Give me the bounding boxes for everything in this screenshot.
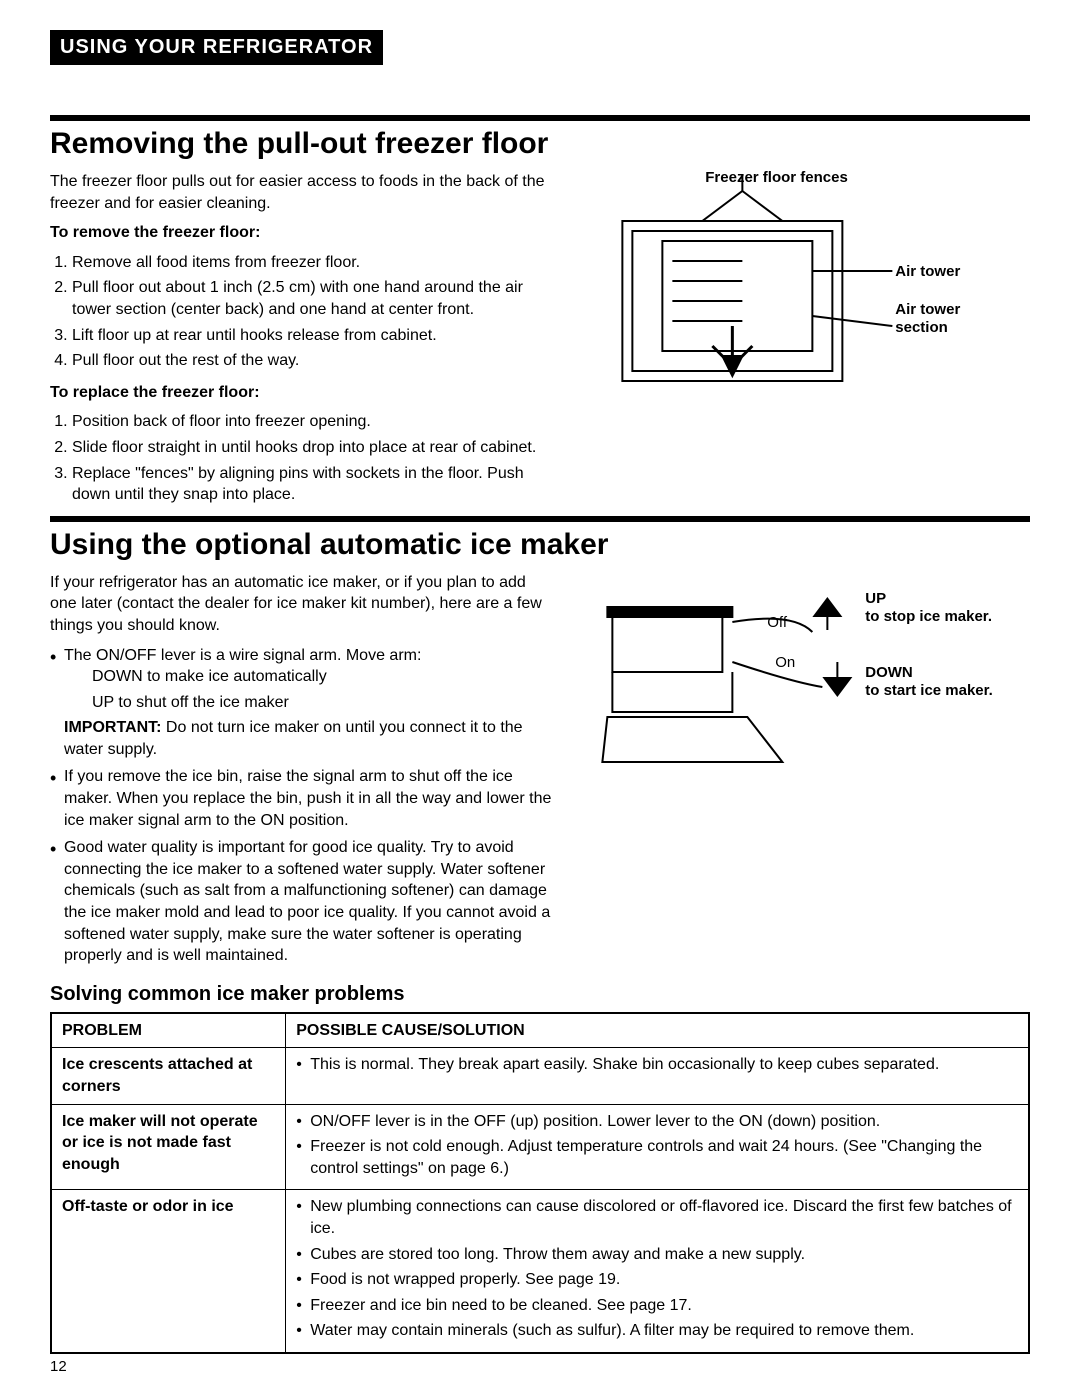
solution-3-1: New plumbing connections can cause disco… (296, 1196, 1018, 1239)
table-col2: POSSIBLE CAUSE/SOLUTION (286, 1013, 1029, 1048)
solving-heading: Solving common ice maker problems (50, 983, 1030, 1006)
table-row: Ice crescents attached at corners This i… (51, 1048, 1029, 1104)
solution-2-2: Freezer is not cold enough. Adjust tempe… (296, 1136, 1018, 1179)
solution-1: This is normal. They break apart easily.… (286, 1048, 1029, 1104)
solution-3: New plumbing connections can cause disco… (286, 1190, 1029, 1353)
replace-heading: To replace the freezer floor: (50, 382, 555, 404)
label-off: Off (767, 614, 787, 632)
section2-body: If your refrigerator has an automatic ic… (50, 572, 1030, 973)
solution-2: ON/OFF lever is in the OFF (up) position… (286, 1104, 1029, 1190)
solution-3-5: Water may contain minerals (such as sulf… (296, 1320, 1018, 1342)
section2-title: Using the optional automatic ice maker (50, 528, 1030, 562)
important-label: IMPORTANT: (64, 719, 161, 736)
label-fences: Freezer floor fences (705, 169, 848, 187)
section1-body: The freezer floor pulls out for easier a… (50, 171, 1030, 516)
bullet-1a: DOWN to make ice automatically (92, 666, 555, 688)
solution-3-2: Cubes are stored too long. Throw them aw… (296, 1244, 1018, 1266)
bullet-1b: UP to shut off the ice maker (92, 692, 555, 714)
section1-title: Removing the pull-out freezer floor (50, 127, 1030, 161)
divider (50, 115, 1030, 121)
solution-3-4: Freezer and ice bin need to be cleaned. … (296, 1295, 1018, 1317)
section2-bullets: The ON/OFF lever is a wire signal arm. M… (50, 645, 555, 967)
label-on: On (775, 654, 795, 672)
remove-step-1: Remove all food items from freezer floor… (72, 254, 360, 271)
ice-maker-diagram: Off On UP to stop ice maker. DOWN to sta… (575, 572, 1030, 792)
problem-1: Ice crescents attached at corners (51, 1048, 286, 1104)
remove-step-2: Pull floor out about 1 inch (2.5 cm) wit… (72, 279, 523, 318)
section1-intro: The freezer floor pulls out for easier a… (50, 171, 555, 214)
label-down: DOWN (865, 664, 913, 681)
problem-2: Ice maker will not operate or ice is not… (51, 1104, 286, 1190)
remove-steps: Remove all food items from freezer floor… (72, 252, 555, 372)
remove-step-3: Lift floor up at rear until hooks releas… (72, 327, 437, 344)
replace-step-2: Slide floor straight in until hooks drop… (72, 439, 536, 456)
label-up: UP (865, 590, 886, 607)
remove-heading: To remove the freezer floor: (50, 222, 555, 244)
divider (50, 516, 1030, 522)
problem-3: Off-taste or odor in ice (51, 1190, 286, 1353)
solution-2-1: ON/OFF lever is in the OFF (up) position… (296, 1111, 1018, 1133)
page-header: USING YOUR REFRIGERATOR (50, 30, 383, 65)
section2-intro: If your refrigerator has an automatic ic… (50, 572, 555, 637)
table-row: Off-taste or odor in ice New plumbing co… (51, 1190, 1029, 1353)
table-col1: PROBLEM (51, 1013, 286, 1048)
remove-step-4: Pull floor out the rest of the way. (72, 352, 299, 369)
replace-step-3: Replace "fences" by aligning pins with s… (72, 465, 524, 504)
replace-step-1: Position back of floor into freezer open… (72, 413, 371, 430)
problems-table: PROBLEM POSSIBLE CAUSE/SOLUTION Ice cres… (50, 1012, 1030, 1354)
solution-1-1: This is normal. They break apart easily.… (296, 1054, 1018, 1076)
label-down-text: to start ice maker. (865, 682, 993, 699)
bullet-2: If you remove the ice bin, raise the sig… (50, 766, 555, 831)
page-number: 12 (50, 1358, 1030, 1375)
label-airtower: Air tower (895, 263, 960, 281)
bullet-1: The ON/OFF lever is a wire signal arm. M… (64, 647, 421, 664)
replace-steps: Position back of floor into freezer open… (72, 411, 555, 505)
freezer-floor-diagram: Freezer floor fences Air tower Air tower… (575, 171, 1030, 431)
label-up-text: to stop ice maker. (865, 608, 992, 625)
label-airtower-section: Air tower section (895, 301, 985, 337)
table-row: Ice maker will not operate or ice is not… (51, 1104, 1029, 1190)
bullet-3: Good water quality is important for good… (50, 837, 555, 967)
solution-3-3: Food is not wrapped properly. See page 1… (296, 1269, 1018, 1291)
